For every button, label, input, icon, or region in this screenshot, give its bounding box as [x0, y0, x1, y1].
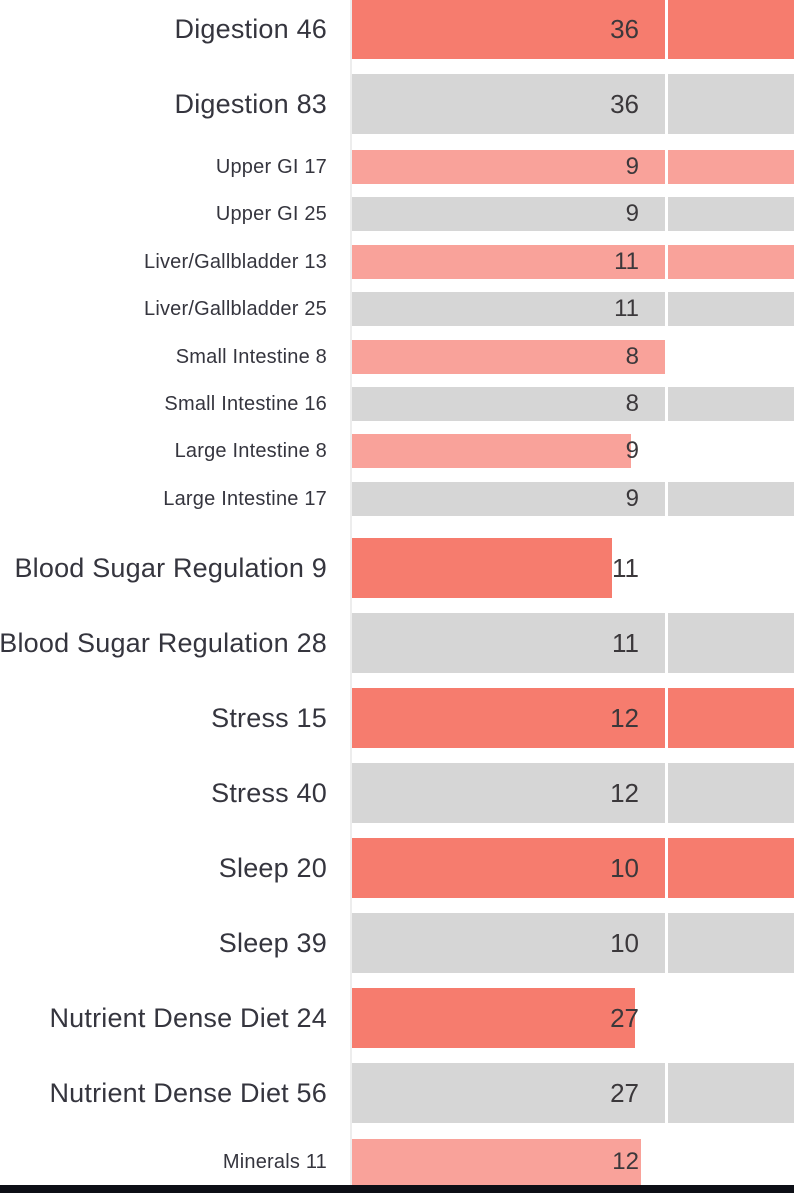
- chart-row: Blood Sugar Regulation 9 11: [0, 538, 794, 598]
- bar: [352, 763, 794, 823]
- bar: [352, 913, 794, 973]
- bar-value: 11: [614, 295, 639, 322]
- vertical-gridline: [665, 0, 668, 1185]
- row-label: Digestion 83: [174, 88, 327, 119]
- bar-value: 36: [610, 14, 639, 44]
- bar: [352, 0, 794, 59]
- bar: [352, 613, 794, 673]
- row-label: Minerals 11: [222, 1150, 327, 1173]
- row-label: Upper GI 25: [215, 202, 327, 225]
- bar-value: 11: [612, 627, 639, 658]
- chart-row: Liver/Gallbladder 13 11: [0, 245, 794, 279]
- bar-value: 9: [625, 485, 639, 512]
- chart-row: Large Intestine 8 9: [0, 434, 794, 468]
- bar: [352, 538, 612, 598]
- bar-value: 11: [614, 248, 639, 275]
- row-label: Digestion 46: [174, 14, 327, 44]
- bottom-divider: [0, 1185, 794, 1193]
- bar-value: 12: [610, 702, 639, 733]
- row-label: Blood Sugar Regulation 28: [0, 627, 327, 658]
- row-label: Upper GI 17: [215, 155, 327, 178]
- row-label: Liver/Gallbladder 25: [144, 297, 327, 320]
- row-label: Sleep 20: [218, 852, 327, 883]
- bar-value: 8: [625, 343, 639, 370]
- row-label: Large Intestine 8: [174, 439, 327, 462]
- bar-value: 10: [610, 927, 639, 958]
- row-label: Large Intestine 17: [163, 487, 327, 510]
- chart-row: Nutrient Dense Diet 56 27: [0, 1063, 794, 1123]
- bar: [352, 340, 667, 374]
- chart-row: Sleep 20 10: [0, 838, 794, 898]
- bar: [352, 434, 631, 468]
- bar: [352, 1139, 641, 1185]
- row-label: Sleep 39: [218, 927, 327, 958]
- bar-value: 27: [610, 1077, 639, 1108]
- row-label: Blood Sugar Regulation 9: [14, 552, 327, 583]
- bar-value: 12: [612, 1148, 639, 1175]
- chart-row: Digestion 83 36: [0, 74, 794, 134]
- chart-row: Stress 40 12: [0, 763, 794, 823]
- bar-value: 27: [610, 1002, 639, 1033]
- chart-row: Large Intestine 17 9: [0, 482, 794, 516]
- bar-value: 10: [610, 852, 639, 883]
- row-label: Stress 40: [211, 777, 327, 808]
- chart-row: Small Intestine 8 8: [0, 340, 794, 374]
- bar: [352, 74, 794, 134]
- bar: [352, 838, 794, 898]
- bar: [352, 292, 794, 326]
- bar: [352, 1063, 794, 1123]
- bar: [352, 197, 794, 231]
- bar-value: 12: [610, 777, 639, 808]
- chart-row: Nutrient Dense Diet 24 27: [0, 988, 794, 1048]
- bar: [352, 150, 794, 184]
- chart-row: Upper GI 25 9: [0, 197, 794, 231]
- bar: [352, 245, 794, 279]
- row-label: Nutrient Dense Diet 56: [49, 1077, 327, 1108]
- bar-value: 9: [625, 153, 639, 180]
- bar-value: 9: [625, 437, 639, 464]
- bar-value: 9: [625, 200, 639, 227]
- bar: [352, 988, 635, 1048]
- row-label: Nutrient Dense Diet 24: [49, 1002, 327, 1033]
- bar-value: 11: [612, 552, 639, 583]
- chart-row: Sleep 39 10: [0, 913, 794, 973]
- bar: [352, 688, 794, 748]
- bar: [352, 482, 794, 516]
- chart-row: Stress 15 12: [0, 688, 794, 748]
- bar-value: 8: [625, 390, 639, 417]
- chart-row: Upper GI 17 9: [0, 150, 794, 184]
- row-label: Liver/Gallbladder 13: [144, 250, 327, 273]
- chart-row: Blood Sugar Regulation 28 11: [0, 613, 794, 673]
- chart-row: Liver/Gallbladder 25 11: [0, 292, 794, 326]
- bar-value: 36: [610, 88, 639, 119]
- chart-row: Minerals 11 12: [0, 1139, 794, 1185]
- chart-row: Small Intestine 16 8: [0, 387, 794, 421]
- row-label: Small Intestine 8: [175, 345, 327, 368]
- row-label: Stress 15: [211, 702, 327, 733]
- row-label: Small Intestine 16: [164, 392, 327, 415]
- chart-row: Digestion 46 36: [0, 0, 794, 59]
- zero-axis-line: [350, 0, 352, 1185]
- bar: [352, 387, 794, 421]
